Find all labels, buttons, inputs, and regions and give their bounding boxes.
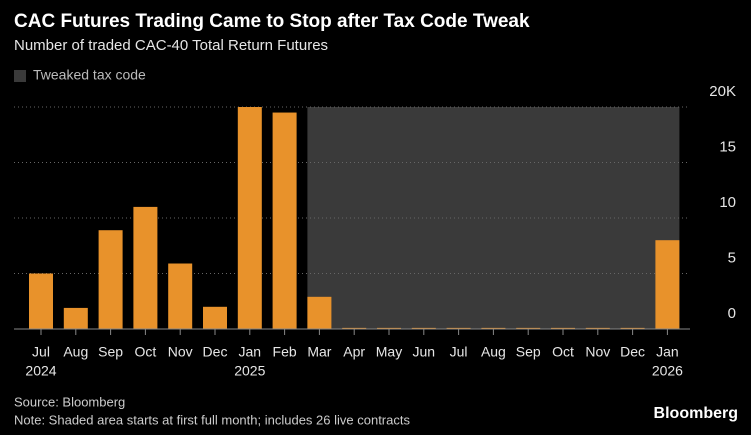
x-tick-label: May [376, 344, 402, 360]
bar [63, 307, 88, 329]
y-tick-label: 5 [728, 249, 736, 266]
note: Note: Shaded area starts at first full m… [14, 412, 410, 427]
y-tick-label: 0 [728, 305, 736, 322]
x-tick-label: Feb [273, 344, 297, 360]
shaded-area [307, 107, 680, 329]
x-tick-label: Aug [481, 344, 506, 360]
bar [655, 240, 680, 329]
bar [551, 327, 575, 329]
x-year-label: 2024 [25, 363, 56, 379]
x-tick-label: Jul [450, 344, 468, 360]
x-tick-label: Apr [343, 344, 365, 360]
bar [481, 327, 506, 329]
x-tick-label: Mar [307, 344, 331, 360]
bar [307, 296, 332, 329]
bar [620, 327, 645, 329]
bar [133, 206, 158, 329]
x-year-label: 2026 [652, 363, 683, 379]
x-tick-label: Nov [168, 344, 193, 360]
bar [237, 107, 262, 329]
bar [377, 327, 401, 329]
y-tick-label: 10 [719, 194, 736, 211]
chart-title: CAC Futures Trading Came to Stop after T… [14, 11, 530, 32]
bar [342, 327, 367, 329]
x-tick-label: Sep [98, 344, 123, 360]
x-tick-label: Nov [585, 344, 610, 360]
x-tick-label: Jan [239, 344, 262, 360]
source: Source: Bloomberg [14, 394, 125, 409]
x-tick-label: Aug [63, 344, 88, 360]
x-tick-label: Oct [135, 344, 157, 360]
x-tick-label: Jan [656, 344, 679, 360]
x-tick-label: Sep [516, 344, 541, 360]
bar [29, 273, 53, 329]
bar [272, 112, 297, 329]
x-tick-label: Dec [620, 344, 645, 360]
bar [168, 263, 193, 329]
x-tick-label: Oct [552, 344, 574, 360]
x-tick-label: Dec [203, 344, 228, 360]
x-year-label: 2025 [234, 363, 265, 379]
bar [585, 327, 610, 329]
legend-label: Tweaked tax code [33, 67, 146, 83]
bar [516, 327, 541, 329]
x-tick-label: Jun [413, 344, 436, 360]
bar [411, 327, 436, 329]
brand: Bloomberg [654, 405, 738, 422]
chart-subtitle: Number of traded CAC-40 Total Return Fut… [14, 37, 328, 54]
y-tick-label: 15 [719, 138, 736, 155]
bar [203, 306, 227, 329]
x-tick-label: Jul [32, 344, 50, 360]
bar [446, 327, 471, 329]
legend-swatch [14, 70, 26, 82]
bar [98, 230, 123, 329]
y-tick-label: 20K [709, 83, 736, 100]
